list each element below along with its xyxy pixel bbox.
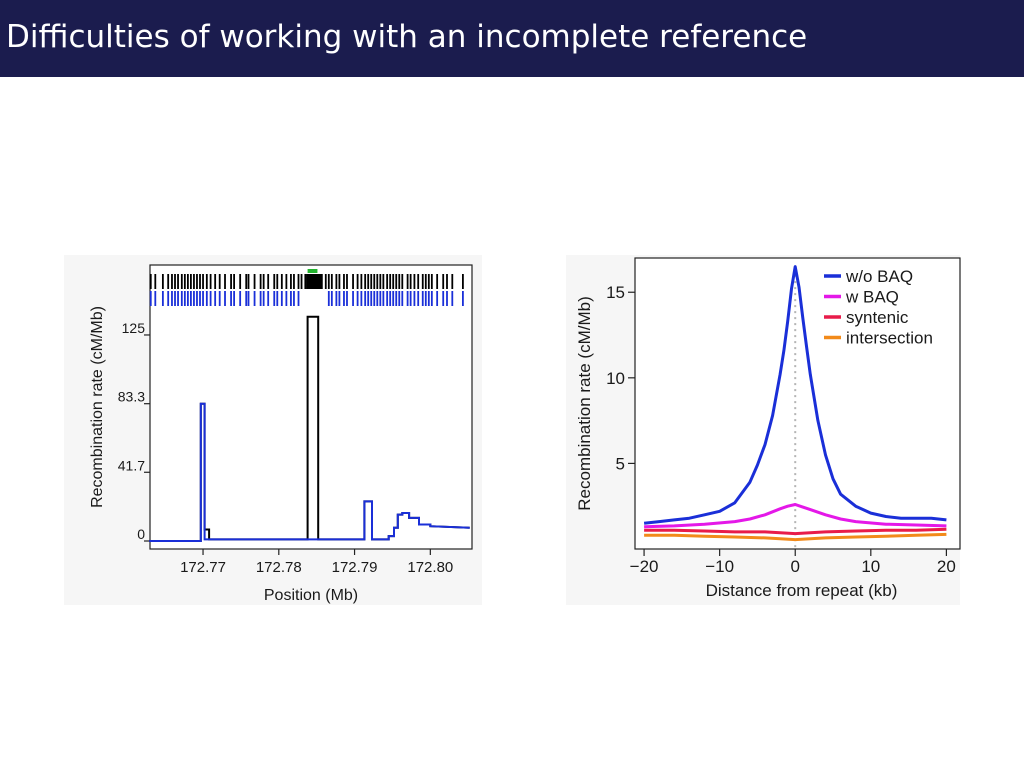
y-tick-label: 10 — [606, 369, 625, 388]
y-tick-label: 5 — [616, 454, 625, 473]
distance-from-repeat-chart: 5 10 15 −20 −10 0 10 20 Distance from repeat (kb… — [566, 255, 961, 605]
y-tick-label: 83.3 — [118, 389, 145, 405]
y-axis-label: Recombination rate (cM/Mb) — [575, 296, 594, 510]
recombination-position-chart: 0 41.7 83.3 125 172.77 172.78 172.79 172.80 Posi… — [64, 255, 482, 605]
x-tick-label: 0 — [790, 557, 799, 576]
slide-title: Difficulties of working with an incomple… — [6, 19, 808, 55]
x-tick-label: 172.78 — [256, 559, 302, 576]
title-bar: Difficulties of working with an incomple… — [0, 0, 1024, 77]
x-tick-label: 172.79 — [332, 559, 378, 576]
series-line-syntenic — [644, 527, 947, 536]
x-axis-label: Distance from repeat (kb) — [706, 581, 898, 600]
series-line-w-baq — [644, 503, 947, 529]
legend-label: intersection — [846, 329, 933, 348]
plot-frame — [634, 257, 961, 550]
series-line-intersection — [644, 532, 947, 542]
x-tick-label: −20 — [630, 557, 659, 576]
y-tick-label: 41.7 — [118, 457, 145, 473]
x-tick-label: 10 — [861, 557, 880, 576]
y-axis-label: Recombination rate (cM/Mb) — [89, 306, 106, 508]
y-tick-label: 0 — [137, 526, 145, 542]
plot-frame — [149, 264, 473, 550]
x-tick-label: 172.80 — [407, 559, 453, 576]
x-tick-label: −10 — [705, 557, 734, 576]
region-marker — [307, 269, 318, 273]
series-line-blue — [149, 402, 470, 542]
x-tick-label: 20 — [937, 557, 956, 576]
legend-label: syntenic — [846, 308, 909, 327]
x-tick-label: 172.77 — [180, 559, 226, 576]
legend-label: w BAQ — [845, 288, 899, 307]
series-line-w-o-baq — [643, 265, 947, 525]
y-tick-label: 125 — [122, 320, 146, 336]
distance-chart-svg: 5 10 15 −20 −10 0 10 20 Distance from repeat (kb… — [575, 257, 961, 600]
legend-label: w/o BAQ — [845, 267, 913, 286]
x-axis-label: Position (Mb) — [264, 587, 358, 604]
y-tick-label: 15 — [606, 283, 625, 302]
position-chart-svg: 0 41.7 83.3 125 172.77 172.78 172.79 172.80 Posi… — [89, 264, 473, 604]
